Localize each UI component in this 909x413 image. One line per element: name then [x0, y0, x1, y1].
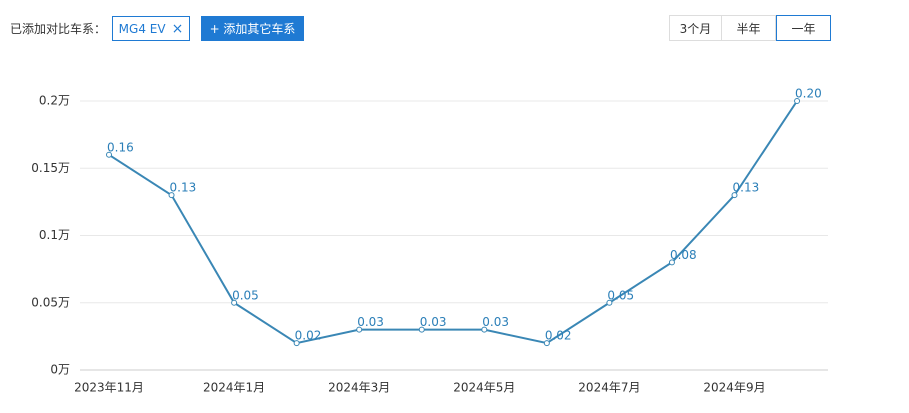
x-tick-label: 2024年3月: [328, 381, 390, 395]
x-tick-label: 2024年7月: [578, 381, 640, 395]
y-tick-label: 0.2万: [39, 94, 70, 108]
line: [108, 100, 798, 345]
data-label: 0.02: [545, 329, 572, 343]
data-label: 0.05: [607, 288, 634, 302]
x-tick-label: 2023年11月: [74, 381, 144, 395]
chip-close[interactable]: ×: [171, 20, 184, 37]
data-label: 0.20: [795, 87, 822, 101]
point: [168, 192, 175, 199]
tab[interactable]: 一年: [776, 15, 831, 41]
x-tick-label: 2024年1月: [203, 381, 265, 395]
point: [106, 151, 112, 158]
tab[interactable]: 半年: [721, 15, 776, 41]
chip[interactable]: MG4 EV ×: [112, 16, 190, 41]
point: [794, 98, 801, 104]
point: [606, 299, 613, 306]
data-label: 0.13: [170, 181, 197, 195]
point: [668, 259, 675, 266]
data-label: 0.03: [420, 315, 447, 329]
y-tick-label: 0.05万: [31, 295, 70, 309]
point: [356, 326, 363, 333]
chip-text: MG4 EV: [118, 21, 166, 36]
x-tick-label: 2024年5月: [453, 381, 515, 395]
y-tick-label: 0万: [50, 363, 70, 377]
data-label: 0.16: [107, 140, 134, 154]
compare-label: 已添加对比车系：: [10, 22, 107, 36]
data-label: 0.02: [295, 329, 322, 343]
point: [231, 299, 238, 306]
point: [481, 326, 488, 333]
data-label: 0.03: [482, 315, 509, 329]
data-label: 0.05: [232, 288, 259, 302]
point: [543, 340, 550, 347]
add-button[interactable]: + 添加其它车系: [201, 16, 304, 41]
data-label: 0.08: [670, 248, 697, 262]
data-label: 0.03: [357, 315, 384, 329]
tab[interactable]: 3个月: [669, 15, 722, 41]
point: [293, 340, 300, 347]
y-tick-label: 0.15万: [31, 161, 70, 175]
y-tick-label: 0.1万: [39, 228, 70, 242]
point: [418, 326, 425, 333]
x-tick-label: 2024年9月: [703, 381, 765, 395]
data-label: 0.13: [733, 181, 760, 195]
point: [731, 192, 738, 199]
